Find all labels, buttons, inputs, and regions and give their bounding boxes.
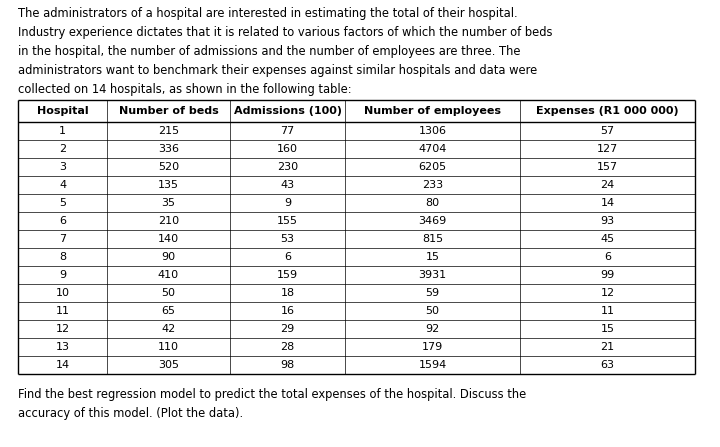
Text: 63: 63 [600, 360, 614, 370]
Text: 6: 6 [59, 216, 66, 226]
Text: 13: 13 [55, 342, 70, 352]
Text: 6: 6 [604, 252, 611, 262]
Text: 11: 11 [600, 306, 614, 316]
Text: 8: 8 [59, 252, 66, 262]
Text: 9: 9 [284, 198, 291, 208]
Text: 9: 9 [59, 270, 66, 280]
Text: Number of beds: Number of beds [119, 106, 218, 116]
Text: 29: 29 [280, 324, 294, 334]
Text: 1594: 1594 [418, 360, 446, 370]
Text: 15: 15 [426, 252, 439, 262]
Text: 12: 12 [55, 324, 70, 334]
Text: 18: 18 [280, 288, 294, 298]
Text: 215: 215 [158, 126, 179, 136]
Text: 65: 65 [161, 306, 176, 316]
Text: 233: 233 [422, 180, 443, 190]
Text: 410: 410 [158, 270, 179, 280]
Text: 16: 16 [281, 306, 294, 316]
Text: 7: 7 [59, 234, 66, 244]
Text: The administrators of a hospital are interested in estimating the total of their: The administrators of a hospital are int… [18, 7, 552, 96]
Text: 80: 80 [426, 198, 440, 208]
Text: 520: 520 [158, 162, 179, 172]
Text: Admissions (100): Admissions (100) [233, 106, 341, 116]
Text: 92: 92 [426, 324, 440, 334]
Text: 160: 160 [277, 144, 298, 154]
Text: 155: 155 [277, 216, 298, 226]
Text: 53: 53 [281, 234, 294, 244]
Text: 5: 5 [59, 198, 66, 208]
Text: 1306: 1306 [418, 126, 446, 136]
Text: 110: 110 [158, 342, 179, 352]
Text: 90: 90 [161, 252, 176, 262]
Text: 35: 35 [161, 198, 176, 208]
Text: 14: 14 [55, 360, 70, 370]
Text: 3469: 3469 [418, 216, 446, 226]
Text: 230: 230 [277, 162, 298, 172]
Text: Expenses (R1 000 000): Expenses (R1 000 000) [536, 106, 679, 116]
Text: Number of employees: Number of employees [364, 106, 501, 116]
Text: 43: 43 [280, 180, 294, 190]
Text: 14: 14 [600, 198, 615, 208]
Text: 3: 3 [59, 162, 66, 172]
Text: 179: 179 [422, 342, 443, 352]
Text: 2: 2 [59, 144, 66, 154]
Text: 127: 127 [597, 144, 618, 154]
Text: Hospital: Hospital [37, 106, 89, 116]
Text: 57: 57 [600, 126, 615, 136]
Text: 24: 24 [600, 180, 615, 190]
Text: 11: 11 [55, 306, 70, 316]
Text: 15: 15 [600, 324, 614, 334]
Text: 4: 4 [59, 180, 66, 190]
Text: 336: 336 [158, 144, 179, 154]
Text: 98: 98 [280, 360, 294, 370]
Text: Find the best regression model to predict the total expenses of the hospital. Di: Find the best regression model to predic… [18, 388, 526, 420]
Text: 99: 99 [600, 270, 615, 280]
Text: 135: 135 [158, 180, 179, 190]
Text: 1: 1 [59, 126, 66, 136]
Text: 157: 157 [597, 162, 618, 172]
Text: 28: 28 [280, 342, 294, 352]
Text: 6205: 6205 [418, 162, 446, 172]
Text: 210: 210 [158, 216, 179, 226]
Text: 159: 159 [277, 270, 298, 280]
Text: 50: 50 [426, 306, 439, 316]
Text: 77: 77 [280, 126, 294, 136]
Text: 59: 59 [426, 288, 440, 298]
Text: 21: 21 [600, 342, 615, 352]
Text: 6: 6 [284, 252, 291, 262]
Text: 93: 93 [600, 216, 615, 226]
Text: 45: 45 [600, 234, 615, 244]
Text: 4704: 4704 [418, 144, 446, 154]
Text: 305: 305 [158, 360, 179, 370]
Text: 815: 815 [422, 234, 443, 244]
Text: 12: 12 [600, 288, 615, 298]
Text: 42: 42 [161, 324, 176, 334]
Text: 10: 10 [55, 288, 70, 298]
Text: 3931: 3931 [418, 270, 446, 280]
Text: 140: 140 [158, 234, 179, 244]
Text: 50: 50 [161, 288, 176, 298]
